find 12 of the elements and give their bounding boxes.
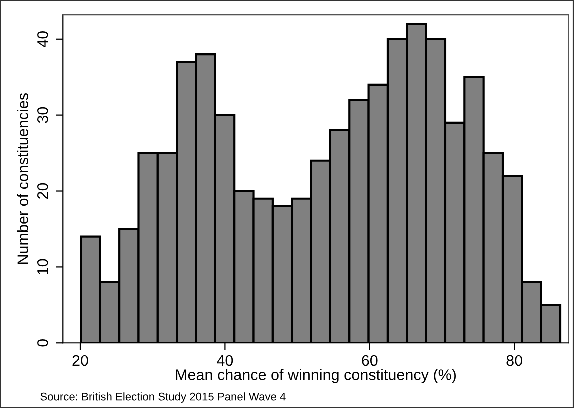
y-tick-label: 40 [37, 31, 48, 48]
x-tick-label: 40 [217, 355, 234, 366]
x-axis-title: Mean chance of winning constituency (%) [176, 369, 456, 384]
y-tick-label: 30 [37, 107, 48, 124]
y-axis-title: Number of constituencies [17, 93, 29, 264]
y-tick-label: 10 [37, 259, 48, 275]
x-tick-label: 80 [506, 355, 522, 366]
source-note: Source: British Election Study 2015 Panel Wave 4 [40, 392, 286, 403]
x-tick-label: 20 [72, 355, 88, 366]
x-tick-label: 60 [362, 355, 378, 366]
y-tick-label: 20 [37, 183, 48, 199]
y-tick-label: 0 [37, 339, 48, 347]
